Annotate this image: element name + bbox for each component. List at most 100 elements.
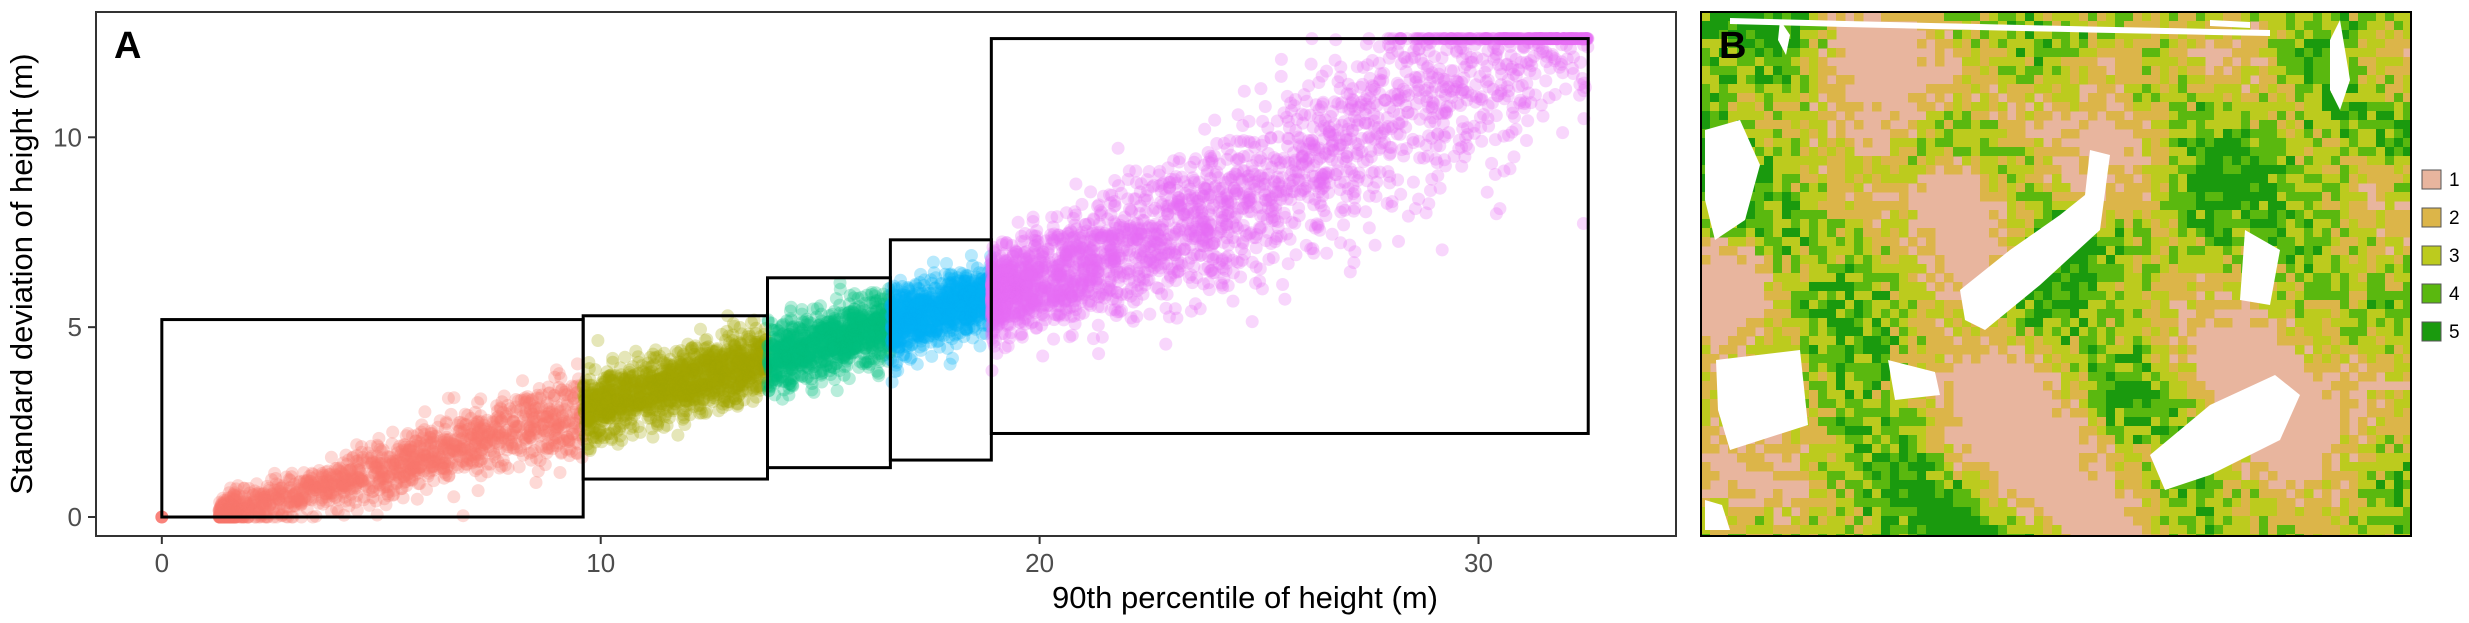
- data-point: [1111, 141, 1125, 155]
- data-point: [305, 466, 319, 480]
- data-point: [325, 478, 339, 492]
- data-point: [309, 483, 322, 497]
- data-point: [848, 341, 862, 355]
- data-point: [295, 477, 309, 491]
- data-point: [861, 355, 875, 369]
- data-point: [529, 476, 543, 489]
- data-point: [521, 426, 535, 440]
- data-point: [322, 484, 336, 498]
- data-point: [543, 441, 556, 455]
- data-point: [464, 411, 478, 425]
- data-point: [423, 464, 437, 478]
- data-point: [373, 478, 386, 492]
- data-point: [480, 457, 494, 471]
- data-point: [400, 468, 414, 482]
- data-point: [540, 410, 554, 424]
- data-point: [401, 427, 415, 440]
- data-point: [404, 450, 418, 464]
- data-point: [397, 470, 411, 484]
- data-point: [385, 467, 399, 481]
- data-point: [435, 461, 449, 475]
- data-point: [325, 471, 339, 485]
- data-point: [316, 497, 330, 511]
- data-point: [223, 503, 237, 517]
- data-point: [490, 414, 504, 427]
- data-point: [409, 464, 423, 478]
- data-point: [509, 393, 523, 406]
- data-point: [231, 501, 245, 515]
- data-point: [530, 414, 544, 428]
- data-point: [890, 308, 904, 322]
- data-point: [338, 469, 352, 483]
- data-point: [726, 328, 740, 342]
- data-point: [252, 487, 266, 501]
- data-point: [226, 499, 240, 512]
- data-point: [452, 450, 466, 464]
- data-point: [499, 412, 513, 426]
- data-point: [303, 481, 317, 495]
- data-point: [545, 406, 559, 420]
- data-point: [381, 480, 395, 494]
- data-point: [227, 488, 241, 502]
- data-point: [583, 399, 597, 413]
- data-point: [626, 428, 640, 442]
- data-point: [498, 458, 512, 472]
- data-point: [351, 454, 365, 468]
- data-point: [569, 416, 583, 430]
- data-point: [538, 458, 552, 472]
- data-point: [503, 402, 517, 416]
- data-point: [300, 476, 314, 490]
- data-point: [491, 404, 504, 418]
- data-point: [237, 495, 251, 509]
- data-point: [213, 502, 227, 516]
- data-point: [552, 367, 566, 381]
- data-point: [225, 497, 239, 511]
- data-point: [252, 486, 266, 500]
- data-point: [406, 448, 420, 462]
- data-point: [215, 496, 229, 510]
- data-point: [442, 469, 456, 482]
- data-point: [214, 504, 228, 517]
- data-point: [342, 499, 356, 513]
- data-point: [433, 414, 447, 428]
- data-point: [964, 249, 978, 262]
- data-point: [716, 397, 730, 411]
- data-point: [449, 444, 463, 458]
- data-point: [336, 476, 350, 490]
- data-point: [498, 425, 512, 439]
- data-point: [420, 483, 433, 496]
- data-point: [523, 430, 537, 444]
- data-point: [567, 391, 581, 405]
- data-point: [220, 505, 234, 518]
- data-point: [307, 478, 321, 492]
- data-point: [475, 435, 489, 449]
- data-point: [464, 431, 478, 445]
- data-point: [445, 442, 458, 456]
- data-point: [438, 456, 452, 470]
- data-point: [521, 412, 535, 426]
- data-point: [531, 388, 545, 402]
- data-point: [469, 436, 483, 450]
- data-point: [237, 481, 251, 495]
- data-point: [224, 504, 238, 518]
- data-point: [395, 443, 409, 457]
- data-point: [507, 441, 521, 455]
- data-point: [935, 324, 949, 338]
- data-point: [279, 486, 293, 500]
- data-point: [269, 492, 282, 506]
- data-point: [282, 482, 296, 495]
- data-point: [514, 444, 528, 458]
- data-point: [541, 415, 555, 429]
- data-point: [438, 451, 452, 465]
- data-point: [277, 501, 291, 514]
- data-point: [395, 482, 409, 495]
- data-point: [421, 469, 435, 483]
- data-point: [241, 499, 255, 513]
- data-point: [246, 496, 260, 510]
- data-point: [562, 435, 576, 448]
- data-point: [382, 469, 396, 483]
- data-point: [560, 398, 574, 412]
- data-point: [283, 495, 297, 508]
- data-point: [552, 431, 566, 445]
- data-point: [458, 442, 472, 456]
